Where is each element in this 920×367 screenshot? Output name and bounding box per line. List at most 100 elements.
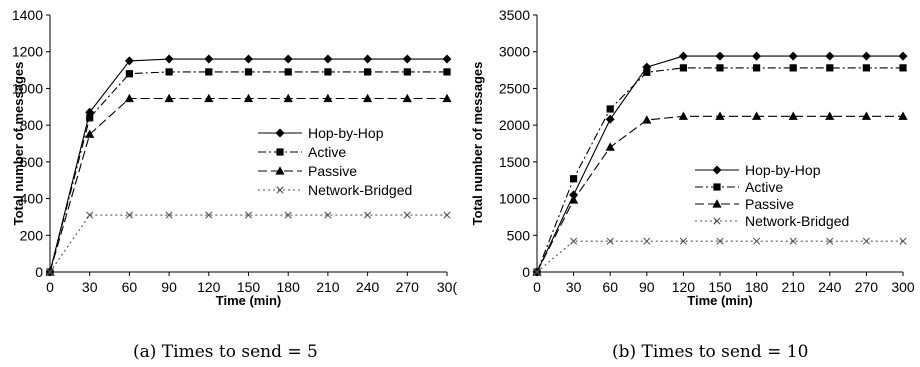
data-point <box>570 237 578 245</box>
x-tick-label: 150 <box>708 279 732 295</box>
data-point <box>861 111 871 120</box>
data-point <box>46 268 54 276</box>
data-point <box>898 111 908 120</box>
data-point <box>533 268 541 276</box>
x-tick-label: 210 <box>782 279 806 295</box>
x-tick-label: 270 <box>396 279 420 295</box>
y-tick-label: 3500 <box>499 7 530 23</box>
x-tick-label: 30 <box>82 279 98 295</box>
data-point <box>443 211 451 219</box>
series-line <box>536 55 903 273</box>
data-point <box>443 68 451 76</box>
y-tick-label: 0 <box>35 264 43 280</box>
data-point <box>788 51 798 61</box>
data-point <box>244 54 253 64</box>
data-point <box>86 114 94 122</box>
data-point <box>789 237 797 245</box>
data-point <box>85 129 95 138</box>
data-point <box>442 93 452 103</box>
data-point <box>243 93 254 103</box>
data-point <box>323 54 333 64</box>
y-tick-label: 1500 <box>499 154 530 170</box>
y-tick-label: 1200 <box>12 44 43 60</box>
legend-entry-label: Active <box>745 179 783 195</box>
data-point <box>716 64 724 72</box>
legend-entry-label: Active <box>308 144 346 160</box>
y-axis-title: Total number of messages <box>470 62 485 226</box>
data-point <box>606 105 614 113</box>
data-point <box>205 68 213 76</box>
x-tick-label: 0 <box>533 279 541 295</box>
data-point <box>164 54 174 64</box>
y-tick-label: 500 <box>507 227 531 243</box>
series-network-bridged <box>46 211 451 276</box>
data-point <box>324 68 332 76</box>
legend-marker <box>276 186 284 194</box>
x-tick-label: 180 <box>745 279 769 295</box>
data-point <box>363 93 373 103</box>
series-passive <box>532 111 908 276</box>
x-tick-label: 30 <box>566 279 582 295</box>
data-point <box>825 111 835 120</box>
chart-panel-1: 0 500 1000 1500 2000 2500 3000 3500 0 30 60 90 120 15… <box>470 7 915 362</box>
y-tick-label: 600 <box>20 154 44 170</box>
y-tick-label: 1400 <box>12 7 43 23</box>
data-point <box>244 211 253 219</box>
data-point <box>605 114 615 124</box>
data-point <box>898 51 908 61</box>
data-point <box>324 211 332 219</box>
series-line <box>536 240 903 273</box>
data-point <box>862 237 870 245</box>
x-tick-label: 90 <box>639 279 655 295</box>
series-line <box>49 214 447 273</box>
data-point <box>165 211 173 219</box>
data-point <box>165 68 173 76</box>
data-point <box>788 111 798 120</box>
data-point <box>402 93 412 103</box>
x-tick-label: 180 <box>277 279 301 295</box>
legend-marker <box>276 148 284 156</box>
legend-marker <box>712 199 722 208</box>
data-point <box>861 51 871 61</box>
legend-marker <box>275 166 285 175</box>
data-point <box>899 237 907 245</box>
legend-entry-label: Passive <box>745 196 794 212</box>
x-tick-label: 90 <box>161 279 177 295</box>
x-tick-label: 30( <box>437 279 458 295</box>
data-point <box>752 111 762 120</box>
series-hop-by-hop <box>532 51 908 277</box>
data-point <box>753 237 761 245</box>
x-tick-label: 60 <box>602 279 618 295</box>
data-point <box>862 64 870 72</box>
data-point <box>124 93 134 103</box>
data-point <box>364 211 372 219</box>
x-tick-label: 300 <box>891 279 915 295</box>
x-tick-label: 60 <box>122 279 138 295</box>
data-point <box>402 54 412 64</box>
series-network-bridged <box>533 237 907 276</box>
y-tick-label: 1000 <box>12 80 43 96</box>
x-tick-label: 240 <box>356 279 380 295</box>
x-tick-label: 0 <box>46 279 54 295</box>
data-point <box>716 237 724 245</box>
series-passive <box>45 93 452 276</box>
data-point <box>570 175 578 183</box>
data-point <box>679 64 687 72</box>
legend-entry-label: Network-Bridged <box>308 182 412 198</box>
data-point <box>284 211 292 219</box>
x-tick-label: 120 <box>672 279 696 295</box>
series-hop-by-hop <box>45 54 452 277</box>
data-point <box>606 237 614 245</box>
x-axis-title: Time (min) <box>687 293 753 308</box>
data-point <box>605 142 615 151</box>
legend-marker <box>713 183 721 191</box>
data-point <box>283 93 293 103</box>
data-point <box>125 70 133 78</box>
data-point <box>284 68 292 76</box>
legend-marker <box>713 217 721 225</box>
y-tick-label: 3000 <box>499 44 530 60</box>
x-axis-title: Time (min) <box>216 293 282 308</box>
